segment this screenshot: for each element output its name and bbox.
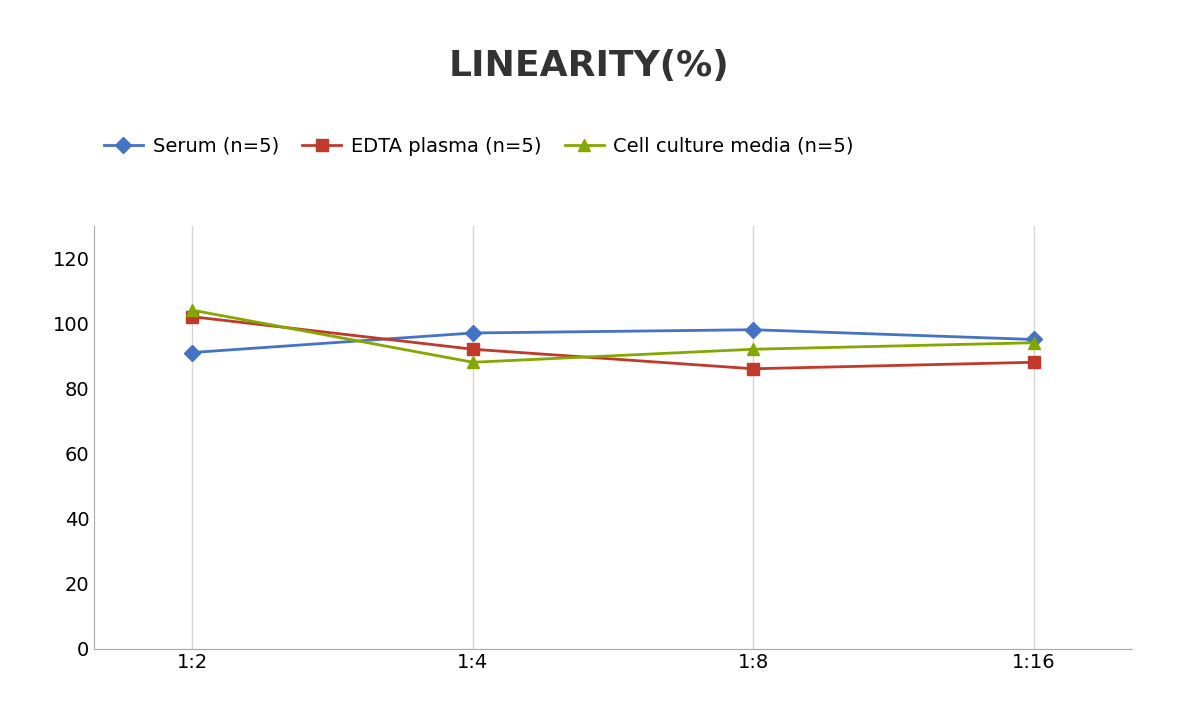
- Serum (n=5): [746, 326, 760, 334]
- Cell culture media (n=5): [466, 358, 480, 367]
- Cell culture media (n=5): [746, 345, 760, 353]
- EDTA plasma (n=5): [1027, 358, 1041, 367]
- Cell culture media (n=5): [1027, 338, 1041, 347]
- Text: LINEARITY(%): LINEARITY(%): [449, 49, 730, 83]
- Line: Serum (n=5): Serum (n=5): [187, 324, 1039, 358]
- EDTA plasma (n=5): [466, 345, 480, 353]
- Line: Cell culture media (n=5): Cell culture media (n=5): [186, 304, 1040, 369]
- Legend: Serum (n=5), EDTA plasma (n=5), Cell culture media (n=5): Serum (n=5), EDTA plasma (n=5), Cell cul…: [104, 137, 854, 156]
- Serum (n=5): [466, 329, 480, 337]
- Line: EDTA plasma (n=5): EDTA plasma (n=5): [187, 311, 1039, 374]
- Serum (n=5): [1027, 336, 1041, 344]
- EDTA plasma (n=5): [746, 364, 760, 373]
- EDTA plasma (n=5): [185, 312, 199, 321]
- Cell culture media (n=5): [185, 306, 199, 314]
- Serum (n=5): [185, 348, 199, 357]
